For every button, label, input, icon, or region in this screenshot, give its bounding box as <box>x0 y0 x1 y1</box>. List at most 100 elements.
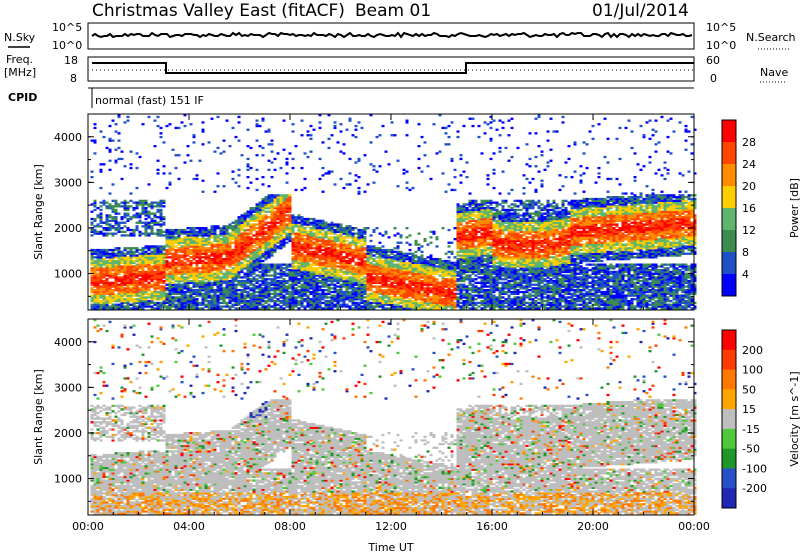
data-cell <box>232 222 235 224</box>
data-cell <box>319 280 322 282</box>
data-cell <box>91 140 94 142</box>
data-cell <box>277 225 280 227</box>
data-cell <box>364 236 367 238</box>
data-cell <box>106 233 109 235</box>
data-cell <box>109 160 112 162</box>
data-cell <box>256 154 259 156</box>
data-cell <box>325 240 328 242</box>
data-cell <box>151 218 154 220</box>
data-cell <box>343 271 346 273</box>
data-cell <box>133 214 136 216</box>
data-cell <box>139 278 142 280</box>
data-cell <box>232 127 235 129</box>
data-cell <box>406 182 409 184</box>
data-cell <box>121 231 124 233</box>
data-cell <box>211 282 214 284</box>
data-cell <box>259 284 262 286</box>
data-cell <box>211 258 214 260</box>
data-cell <box>391 296 394 298</box>
data-cell <box>418 302 421 304</box>
data-cell <box>100 202 103 204</box>
data-cell <box>337 262 340 264</box>
data-cell <box>139 213 142 215</box>
data-cell <box>100 130 103 132</box>
data-cell <box>163 285 166 287</box>
data-cell <box>313 247 316 249</box>
data-cell <box>166 273 169 275</box>
data-cell <box>115 227 118 229</box>
data-cell <box>370 234 373 236</box>
data-cell <box>430 296 433 298</box>
data-cell <box>184 229 187 231</box>
data-cell <box>364 191 367 193</box>
data-cell <box>328 147 331 149</box>
data-cell <box>130 229 133 231</box>
data-cell <box>202 260 205 262</box>
data-cell <box>265 227 268 229</box>
data-cell <box>364 276 367 278</box>
data-cell <box>118 284 121 286</box>
data-cell <box>403 172 406 174</box>
freq-tick-high: 18 <box>64 54 78 67</box>
data-cell <box>157 172 160 174</box>
data-cell <box>121 234 124 236</box>
data-cell <box>220 302 223 304</box>
data-cell <box>100 209 103 211</box>
data-cell <box>280 280 283 282</box>
data-cell <box>310 227 313 229</box>
data-cell <box>157 291 160 293</box>
data-cell <box>178 178 181 180</box>
data-cell <box>247 163 250 165</box>
data-cell <box>262 214 265 216</box>
data-cell <box>298 307 301 309</box>
data-cell <box>163 245 166 247</box>
data-cell <box>295 216 298 218</box>
data-cell <box>97 249 100 251</box>
freq-line <box>92 63 694 73</box>
data-cell <box>148 253 151 255</box>
data-cell <box>172 282 175 284</box>
data-cell <box>391 249 394 251</box>
data-cell <box>322 249 325 251</box>
data-cell <box>295 233 298 235</box>
data-cell <box>118 140 121 142</box>
data-cell <box>100 225 103 227</box>
data-cell <box>391 256 394 258</box>
data-cell <box>406 236 409 238</box>
data-cell <box>130 167 133 169</box>
data-cell <box>304 305 307 307</box>
data-cell <box>418 256 421 258</box>
data-cell <box>334 121 337 123</box>
data-cell <box>355 129 358 131</box>
data-cell <box>193 267 196 269</box>
data-cell <box>196 289 199 291</box>
data-cell <box>217 225 220 227</box>
data-cell <box>331 171 334 173</box>
data-cell <box>268 211 271 213</box>
data-cell <box>271 305 274 307</box>
data-cell <box>304 178 307 180</box>
data-cell <box>106 249 109 251</box>
data-cell <box>220 152 223 154</box>
data-cell <box>139 287 142 289</box>
data-cell <box>199 302 202 304</box>
data-cell <box>355 233 358 235</box>
data-cell <box>166 229 169 231</box>
data-cell <box>118 203 121 205</box>
data-cell <box>301 134 304 136</box>
data-cell <box>265 196 268 198</box>
data-cell <box>418 158 421 160</box>
data-cell <box>268 169 271 171</box>
data-cell <box>142 247 145 249</box>
data-cell <box>130 287 133 289</box>
data-cell <box>142 200 145 202</box>
data-cell <box>358 262 361 264</box>
data-cell <box>343 291 346 293</box>
data-cell <box>289 194 292 196</box>
data-cell <box>364 154 367 156</box>
data-cell <box>355 227 358 229</box>
data-cell <box>349 158 352 160</box>
data-cell <box>163 231 166 233</box>
data-cell <box>220 227 223 229</box>
data-cell <box>376 285 379 287</box>
